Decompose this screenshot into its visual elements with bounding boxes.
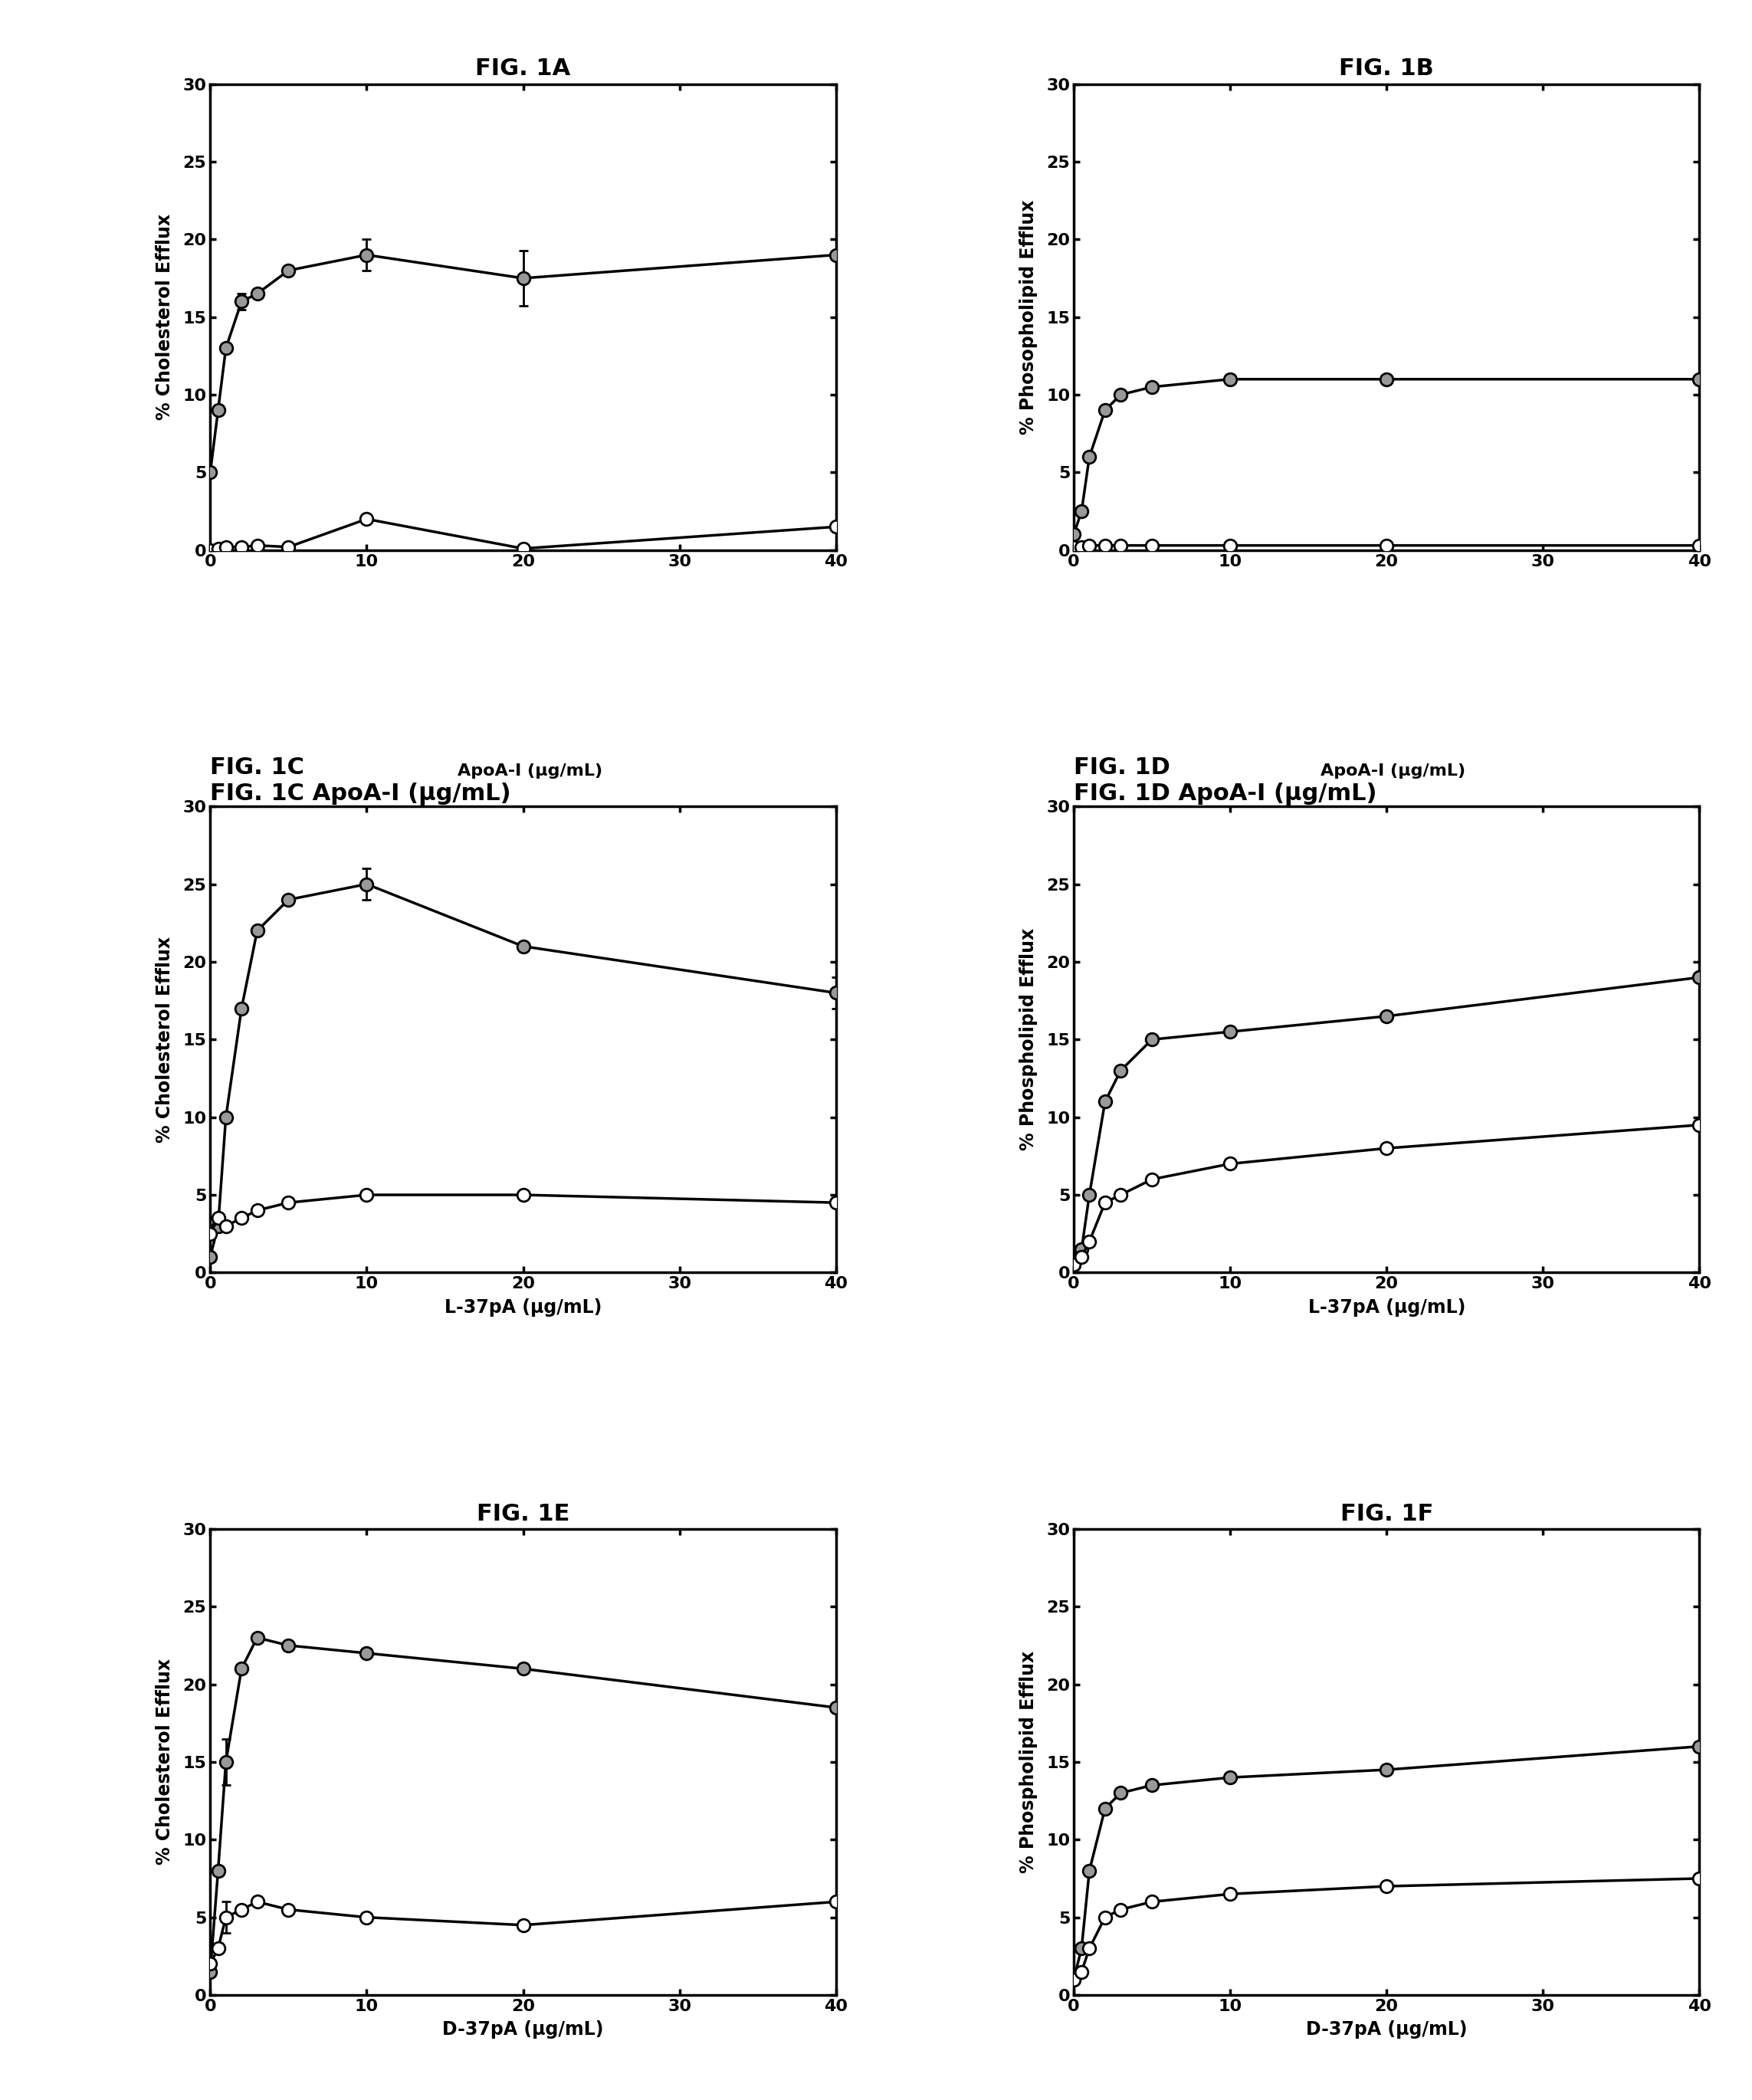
X-axis label: L-37pA (μg/mL): L-37pA (μg/mL)	[1309, 1298, 1465, 1317]
Text: FIG. 1D ApoA-I (μg/mL): FIG. 1D ApoA-I (μg/mL)	[1074, 783, 1377, 806]
Y-axis label: % Cholesterol Efflux: % Cholesterol Efflux	[156, 1659, 173, 1865]
X-axis label: L-37pA (μg/mL): L-37pA (μg/mL)	[445, 1298, 601, 1317]
Text: FIG. 1C: FIG. 1C	[210, 756, 305, 779]
Text: ApoA-I (μg/mL): ApoA-I (μg/mL)	[457, 762, 603, 779]
Y-axis label: % Phospholipid Efflux: % Phospholipid Efflux	[1020, 928, 1037, 1151]
X-axis label: D-37pA (μg/mL): D-37pA (μg/mL)	[443, 2020, 604, 2039]
Title: FIG. 1F: FIG. 1F	[1340, 1504, 1433, 1525]
Text: FIG. 1D: FIG. 1D	[1074, 756, 1170, 779]
X-axis label: D-37pA (μg/mL): D-37pA (μg/mL)	[1305, 2020, 1466, 2039]
Y-axis label: % Cholesterol Efflux: % Cholesterol Efflux	[156, 937, 173, 1142]
Text: FIG. 1C ApoA-I (μg/mL): FIG. 1C ApoA-I (μg/mL)	[210, 783, 512, 806]
Y-axis label: % Phosopholipid Efflux: % Phosopholipid Efflux	[1020, 200, 1037, 435]
Y-axis label: % Cholesterol Efflux: % Cholesterol Efflux	[156, 214, 173, 420]
Title: FIG. 1B: FIG. 1B	[1339, 59, 1433, 80]
Text: ApoA-I (μg/mL): ApoA-I (μg/mL)	[1321, 762, 1466, 779]
Y-axis label: % Phospholipid Efflux: % Phospholipid Efflux	[1020, 1651, 1037, 1873]
Title: FIG. 1E: FIG. 1E	[477, 1504, 569, 1525]
Title: FIG. 1A: FIG. 1A	[475, 59, 571, 80]
